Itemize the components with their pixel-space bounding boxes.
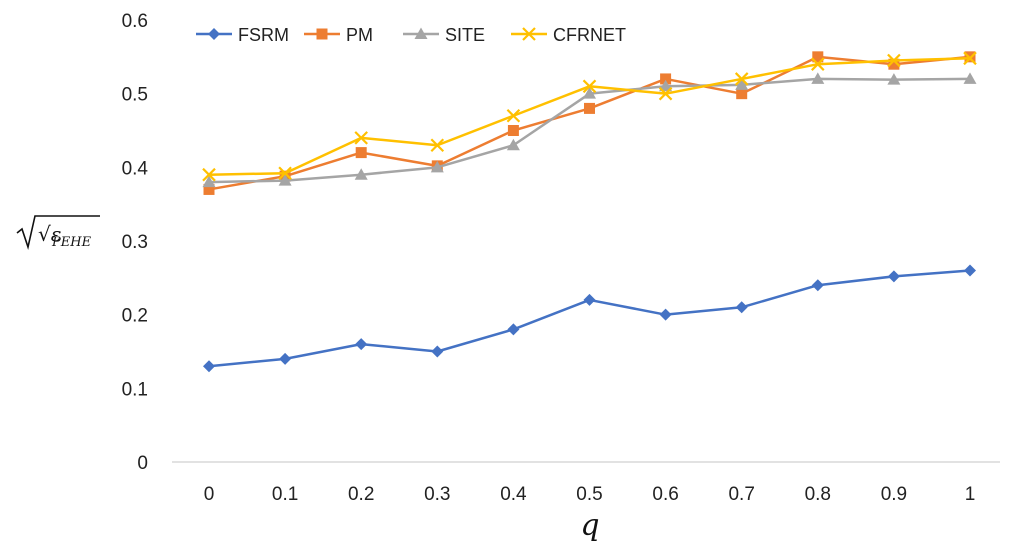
legend-label-cfrnet: CFRNET	[553, 25, 626, 45]
y-tick-label: 0.6	[122, 11, 148, 32]
data-point-cfrnet	[506, 108, 521, 123]
series-line-cfrnet	[208, 57, 971, 176]
data-point-cfrnet	[430, 138, 445, 153]
data-point-pm	[507, 125, 519, 136]
legend-marker-site	[414, 27, 428, 39]
legend-label-pm: PM	[346, 25, 373, 45]
x-tick-label: 0.3	[424, 484, 450, 505]
data-point-cfrnet	[582, 79, 597, 94]
legend-label-fsrm: FSRM	[238, 25, 289, 45]
data-point-fsrm	[735, 301, 748, 314]
data-point-site	[963, 72, 977, 84]
series-group	[202, 51, 977, 373]
x-tick-label: 0.6	[652, 484, 678, 505]
legend-item-site: SITE	[403, 25, 485, 45]
data-point-site	[659, 79, 673, 92]
data-point-fsrm	[887, 270, 900, 283]
legend-marker-cfrnet	[522, 27, 536, 41]
series-fsrm	[203, 264, 976, 373]
y-tick-label: 0.5	[122, 85, 148, 106]
data-point-cfrnet	[202, 167, 216, 182]
y-tick-label: 0.3	[122, 232, 148, 253]
data-point-cfrnet	[963, 51, 977, 66]
y-axis-label: √ε PEHE	[16, 215, 100, 250]
data-point-fsrm	[507, 323, 520, 336]
data-point-pm	[888, 58, 900, 70]
data-point-cfrnet	[734, 72, 749, 86]
x-axis-ticks: 0 0.1 0.2 0.3 0.4 0.5 0.6 0.7 0.8 0.9 1	[204, 484, 976, 505]
legend-item-cfrnet: CFRNET	[511, 25, 626, 45]
x-tick-label: 0.5	[576, 484, 602, 505]
data-point-fsrm	[431, 345, 444, 358]
y-tick-label: 0.1	[122, 379, 148, 400]
data-point-pm	[812, 51, 824, 63]
data-point-site	[735, 78, 749, 90]
x-tick-label: 0.8	[805, 484, 831, 505]
x-tick-label: 0.2	[348, 484, 374, 505]
sqrt-symbol	[16, 215, 100, 250]
data-point-fsrm	[659, 308, 672, 321]
data-point-pm	[660, 73, 672, 85]
series-line-fsrm	[208, 269, 971, 368]
x-tick-label: 0.4	[500, 484, 527, 505]
x-tick-label: 0.1	[272, 484, 298, 505]
data-point-site	[887, 73, 901, 85]
series-line-pm	[208, 55, 971, 191]
data-point-pm	[203, 183, 215, 195]
data-point-site	[430, 160, 444, 173]
series-cfrnet	[202, 51, 977, 182]
legend-item-fsrm: FSRM	[196, 25, 289, 45]
data-point-pm	[736, 88, 748, 100]
data-point-site	[583, 87, 596, 99]
data-point-fsrm	[811, 279, 824, 292]
y-axis-label-symbol: √ε	[38, 222, 61, 246]
data-point-fsrm	[964, 264, 976, 277]
x-axis-label: q	[580, 508, 599, 543]
x-tick-label: 1	[965, 484, 976, 505]
series-pm	[203, 51, 976, 195]
x-tick-label: 0.7	[728, 484, 754, 505]
data-point-cfrnet	[811, 57, 825, 71]
legend-label-site: SITE	[445, 25, 485, 45]
legend-marker-pm	[316, 28, 328, 40]
data-point-pm	[355, 147, 367, 159]
legend: FSRM PM SITE CFRNET	[196, 25, 626, 45]
y-axis-ticks: 0 0.1 0.2 0.3 0.4 0.5 0.6	[122, 11, 149, 474]
y-axis-label-subscript: PEHE	[51, 235, 92, 250]
data-point-cfrnet	[354, 131, 368, 145]
x-tick-label: 0.9	[881, 484, 907, 505]
data-point-cfrnet	[887, 53, 901, 68]
data-point-site	[811, 72, 825, 84]
y-tick-label: 0.2	[122, 306, 148, 327]
legend-item-pm: PM	[304, 25, 373, 45]
data-point-site	[202, 175, 216, 188]
data-point-cfrnet	[278, 166, 292, 181]
data-point-site	[506, 138, 520, 151]
x-tick-label: 0	[204, 484, 215, 505]
data-point-fsrm	[203, 360, 215, 373]
y-tick-label: 0	[137, 453, 148, 474]
data-point-fsrm	[583, 293, 596, 306]
data-point-fsrm	[355, 338, 368, 351]
data-point-site	[354, 168, 368, 180]
data-point-fsrm	[279, 352, 292, 365]
data-point-site	[278, 174, 292, 186]
series-site	[202, 72, 977, 188]
y-tick-label: 0.4	[122, 158, 149, 179]
legend-marker-fsrm	[208, 28, 220, 40]
data-point-cfrnet	[658, 86, 673, 101]
data-point-pm	[584, 102, 595, 114]
